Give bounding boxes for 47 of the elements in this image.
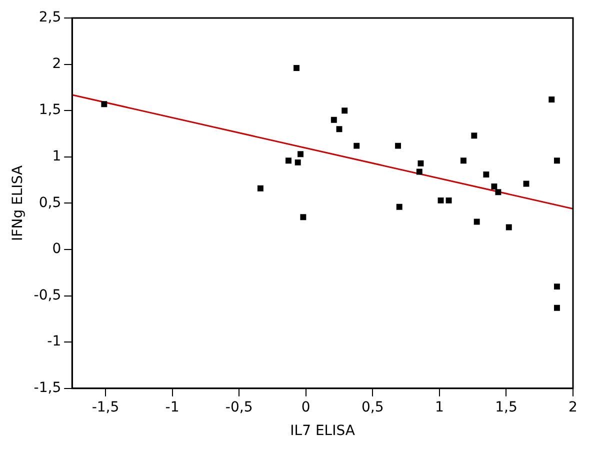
y-axis-title: IFNg ELISA	[10, 165, 26, 241]
point	[300, 214, 306, 220]
point	[286, 158, 292, 164]
x-tick-label: -0,5	[225, 399, 253, 416]
point	[257, 185, 264, 192]
point	[483, 172, 490, 178]
point	[446, 197, 452, 204]
y-tick-label: 0,5	[38, 194, 62, 211]
point	[460, 158, 466, 164]
y-tick-label: -1	[47, 334, 62, 350]
x-tick-label: 0	[301, 399, 310, 416]
point	[294, 65, 300, 71]
point	[554, 304, 560, 311]
point	[438, 197, 444, 204]
point	[354, 142, 360, 149]
point	[548, 96, 555, 102]
point	[330, 116, 337, 123]
point	[294, 159, 301, 166]
y-tick-label: 1,5	[38, 102, 62, 118]
y-tick-label: 1	[52, 148, 62, 165]
point	[342, 108, 348, 114]
x-tick-label: -1,5	[92, 399, 120, 416]
y-tick-label: 2,5	[38, 10, 62, 26]
point	[506, 224, 512, 230]
x-tick-label: -1	[165, 399, 180, 416]
point	[554, 284, 560, 290]
x-tick-label: 0,5	[362, 399, 384, 416]
point	[298, 151, 304, 158]
x-tick-label: 1,5	[495, 399, 518, 416]
y-tick-label: 0	[52, 241, 62, 258]
point	[474, 218, 480, 225]
x-tick-label: 1	[434, 399, 444, 416]
point	[396, 204, 402, 210]
point	[395, 142, 401, 149]
point	[336, 126, 342, 132]
x-axis-title: IL7 ELISA	[290, 423, 356, 440]
point	[418, 160, 424, 166]
point	[101, 101, 108, 108]
point	[554, 158, 560, 164]
x-tick-label: 2	[568, 399, 578, 416]
point	[471, 132, 478, 139]
point	[491, 184, 498, 190]
y-tick-label: 2	[52, 56, 62, 72]
point	[416, 168, 422, 175]
y-tick-label: -0,5	[34, 287, 62, 304]
y-tick-label: -1,5	[34, 380, 62, 396]
point	[495, 189, 502, 196]
